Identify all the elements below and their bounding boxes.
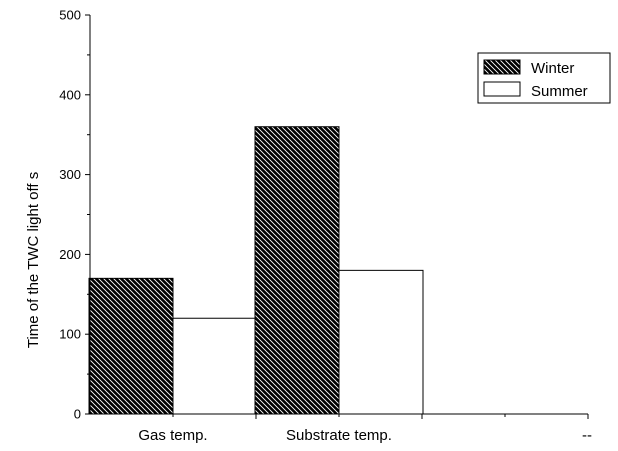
y-tick-label: 200 <box>59 247 81 262</box>
x-ticks-group: Gas temp. Substrate temp. -- <box>138 414 592 444</box>
x-category-label: Gas temp. <box>138 427 207 444</box>
legend: Winter Summer <box>477 52 611 104</box>
bar-summer-1 <box>338 269 424 415</box>
bar-summer-0 <box>172 317 258 415</box>
legend-label-winter: Winter <box>531 60 574 77</box>
y-axis-title: Time of the TWC light off s <box>25 172 42 348</box>
legend-swatch-winter <box>483 59 521 75</box>
legend-swatch-summer <box>483 81 521 97</box>
y-tick-label: 500 <box>59 8 81 23</box>
y-tick-label: 300 <box>59 167 81 182</box>
legend-label-summer: Summer <box>531 83 588 100</box>
y-ticks-group: 0 100 200 300 400 500 <box>59 8 90 422</box>
bar-winter-0 <box>88 277 174 415</box>
bar-winter-1 <box>254 126 340 415</box>
y-tick-label: 400 <box>59 87 81 102</box>
x-category-label: Substrate temp. <box>286 427 392 444</box>
y-tick-label: 0 <box>74 407 81 422</box>
y-tick-label: 100 <box>59 327 81 342</box>
bars-group <box>88 126 424 415</box>
x-category-label: -- <box>582 427 592 444</box>
